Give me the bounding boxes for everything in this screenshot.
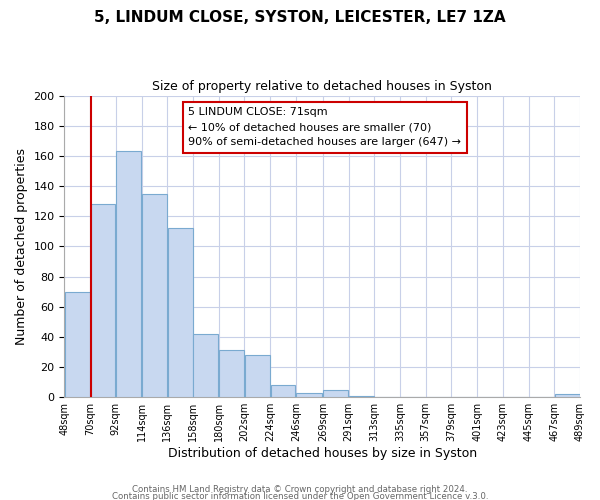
Bar <box>193 334 218 397</box>
Bar <box>271 385 295 397</box>
Bar <box>91 204 115 397</box>
X-axis label: Distribution of detached houses by size in Syston: Distribution of detached houses by size … <box>167 447 477 460</box>
Bar <box>168 228 193 397</box>
Bar <box>349 396 374 397</box>
Bar <box>323 390 348 397</box>
Text: 5 LINDUM CLOSE: 71sqm
← 10% of detached houses are smaller (70)
90% of semi-deta: 5 LINDUM CLOSE: 71sqm ← 10% of detached … <box>188 108 461 147</box>
Text: 5, LINDUM CLOSE, SYSTON, LEICESTER, LE7 1ZA: 5, LINDUM CLOSE, SYSTON, LEICESTER, LE7 … <box>94 10 506 25</box>
Text: Contains HM Land Registry data © Crown copyright and database right 2024.: Contains HM Land Registry data © Crown c… <box>132 485 468 494</box>
Bar <box>116 152 141 397</box>
Bar <box>65 292 89 397</box>
Bar <box>142 194 167 397</box>
Bar <box>219 350 244 397</box>
Bar <box>296 392 322 397</box>
Text: Contains public sector information licensed under the Open Government Licence v.: Contains public sector information licen… <box>112 492 488 500</box>
Bar <box>555 394 580 397</box>
Y-axis label: Number of detached properties: Number of detached properties <box>15 148 28 345</box>
Bar <box>245 355 270 397</box>
Title: Size of property relative to detached houses in Syston: Size of property relative to detached ho… <box>152 80 492 93</box>
